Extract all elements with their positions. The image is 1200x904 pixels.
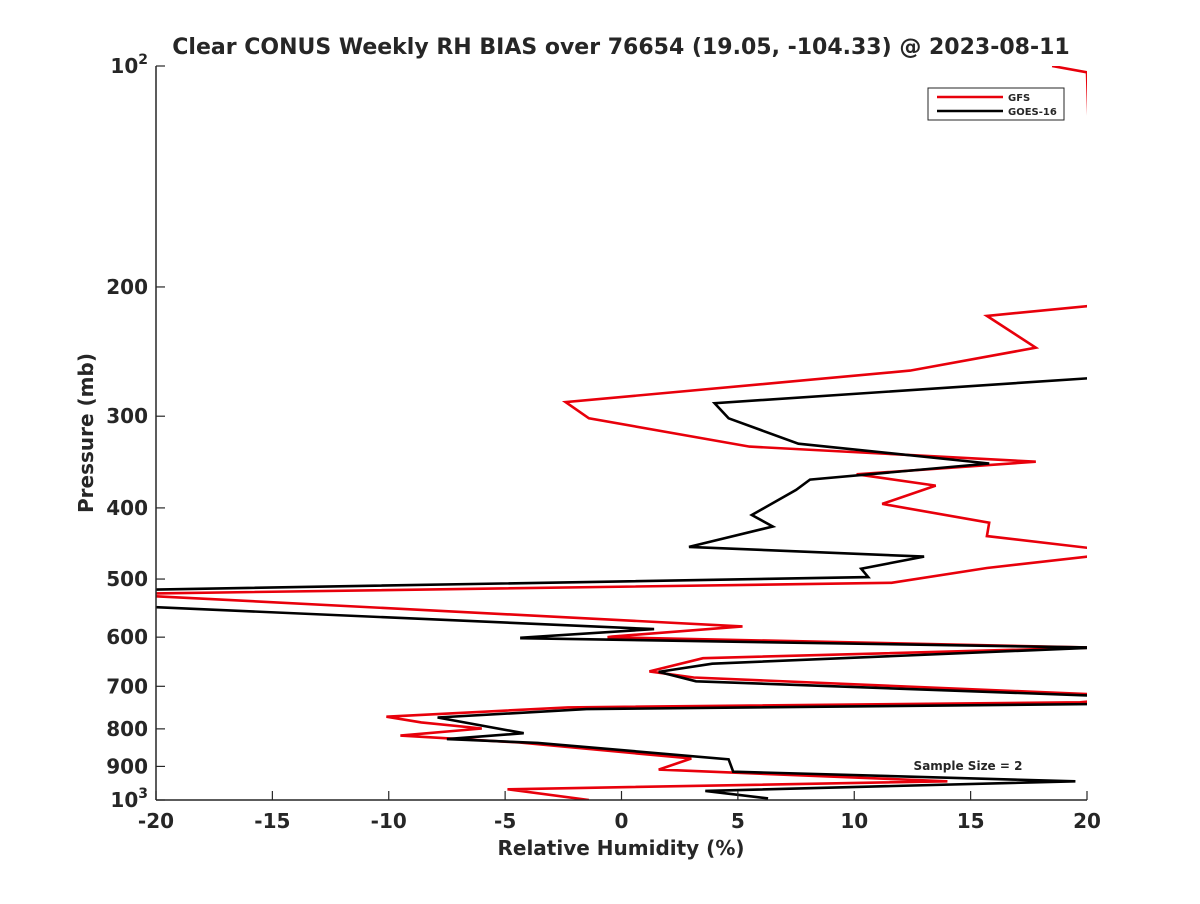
chart-title: Clear CONUS Weekly RH BIAS over 76654 (1… — [172, 35, 1069, 60]
x-tick-label: -20 — [138, 809, 174, 833]
x-ticks: -20 -15 -10 -5 0 5 10 15 20 — [138, 791, 1101, 833]
y-tick-label: 500 — [106, 567, 148, 591]
y-tick-label: 900 — [106, 754, 148, 778]
y-tick-label: 102 — [110, 52, 148, 78]
legend-label-goes-16: GOES-16 — [1008, 107, 1057, 118]
x-tick-label: -10 — [371, 809, 407, 833]
series-line-goes-16 — [156, 377, 1087, 800]
x-tick-label: 15 — [957, 809, 985, 833]
x-tick-label: 0 — [615, 809, 629, 833]
y-tick-label: 700 — [106, 674, 148, 698]
x-tick-label: 10 — [840, 809, 868, 833]
x-tick-label: 20 — [1073, 809, 1101, 833]
x-axis-label: Relative Humidity (%) — [497, 836, 744, 860]
y-tick-label: 800 — [106, 717, 148, 741]
legend-label-gfs: GFS — [1008, 93, 1030, 104]
series-line-gfs — [156, 66, 1087, 800]
x-tick-label: -15 — [254, 809, 290, 833]
y-tick-label: 103 — [110, 786, 148, 812]
x-tick-label: 5 — [731, 809, 745, 833]
y-axis-label: Pressure (mb) — [74, 353, 98, 513]
legend: GFS GOES-16 — [927, 87, 1065, 121]
y-tick-label: 400 — [106, 496, 148, 520]
series-layer — [156, 66, 1087, 800]
x-tick-label: -5 — [494, 809, 516, 833]
sample-size-annotation: Sample Size = 2 — [914, 759, 1023, 773]
y-tick-label: 300 — [106, 404, 148, 428]
y-tick-label: 200 — [106, 275, 148, 299]
y-tick-label: 600 — [106, 625, 148, 649]
y-ticks: 102 200 300 400 500 600 700 800 900 103 — [106, 52, 165, 812]
legend-box — [927, 87, 1065, 121]
